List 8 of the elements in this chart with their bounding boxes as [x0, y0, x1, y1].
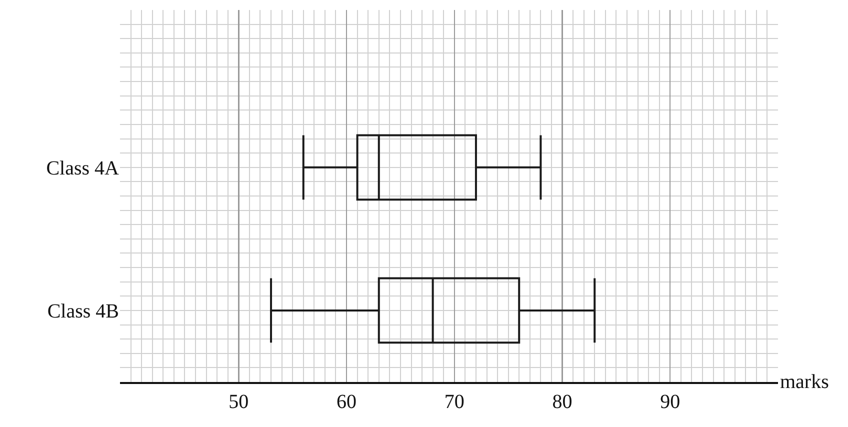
- x-axis-title: marks: [780, 371, 830, 393]
- x-tick-label: 80: [552, 391, 572, 413]
- y-tick-label: Class 4A: [46, 157, 120, 180]
- y-tick-label: Class 4B: [47, 300, 119, 322]
- x-tick-label: 90: [660, 391, 680, 413]
- x-tick-label: 50: [228, 391, 249, 413]
- x-tick-label: 60: [336, 391, 357, 413]
- x-tick-label: 70: [444, 391, 464, 413]
